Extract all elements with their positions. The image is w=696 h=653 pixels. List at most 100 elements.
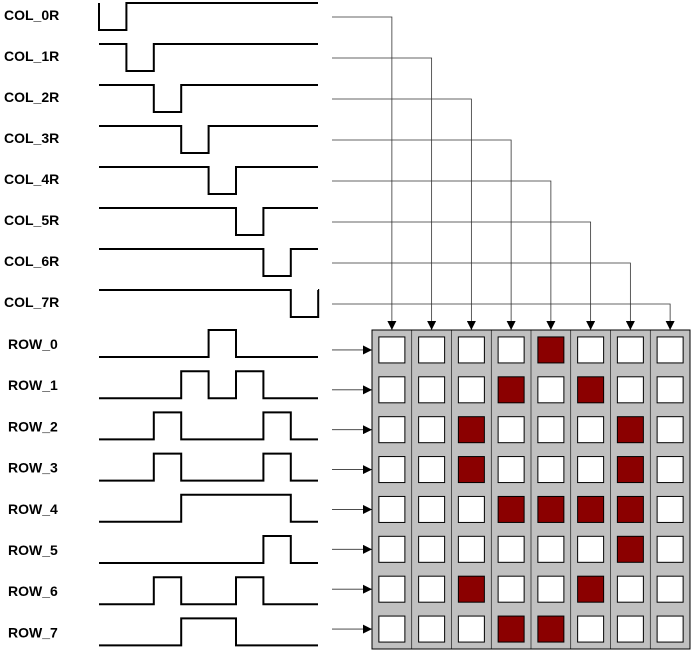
- column-connector-arrow: [332, 303, 675, 330]
- row-waveform: [99, 329, 318, 358]
- column-waveform: [99, 125, 318, 154]
- column-waveform: [99, 289, 320, 318]
- led-off: [378, 456, 406, 484]
- row-waveform: [99, 493, 318, 523]
- column-waveform: [99, 84, 318, 113]
- led-on: [577, 495, 605, 523]
- led-off: [418, 615, 446, 643]
- led-off: [378, 575, 406, 603]
- led-off: [418, 495, 446, 523]
- led-off: [577, 535, 605, 563]
- led-off: [418, 456, 446, 484]
- led-on: [497, 376, 525, 404]
- signal-labels: COL_0R COL_1R COL_2R COL_3R COL_4R COL_5R COL_…: [4, 7, 59, 640]
- column-connector-arrow: [332, 16, 397, 330]
- led-off: [418, 336, 446, 364]
- led-on: [616, 456, 644, 484]
- led-off: [577, 416, 605, 444]
- led-off: [616, 575, 644, 603]
- column-waveform: [98, 2, 318, 31]
- led-off: [378, 336, 406, 364]
- led-off: [418, 376, 446, 404]
- column-connector-arrow: [332, 262, 635, 330]
- row-waveform: [99, 452, 318, 482]
- row-signal-label: ROW_4: [8, 501, 58, 517]
- column-signal-label: COL_4R: [4, 171, 59, 187]
- row-signal-label: ROW_0: [8, 336, 58, 352]
- led-off: [616, 336, 644, 364]
- led-on: [616, 416, 644, 444]
- led-off: [378, 416, 406, 444]
- row-waveform: [99, 576, 318, 606]
- led-off: [457, 615, 485, 643]
- led-matrix: [371, 329, 691, 650]
- led-on: [537, 615, 565, 643]
- row-signal-label: ROW_1: [8, 377, 58, 393]
- column-signal-label: COL_1R: [4, 48, 59, 64]
- column-signal-label: COL_7R: [4, 294, 59, 310]
- column-waveform: [99, 248, 318, 277]
- row-waveform: [99, 617, 318, 647]
- led-off: [656, 575, 684, 603]
- led-off: [497, 575, 525, 603]
- row-signal-label: ROW_6: [8, 583, 58, 599]
- led-on: [616, 495, 644, 523]
- led-off: [537, 416, 565, 444]
- row-waveform: [99, 535, 318, 564]
- column-connector-arrow: [332, 139, 516, 330]
- led-off: [378, 535, 406, 563]
- led-off: [497, 456, 525, 484]
- led-off: [497, 416, 525, 444]
- led-off: [378, 376, 406, 404]
- led-off: [457, 376, 485, 404]
- led-off: [537, 456, 565, 484]
- led-off: [418, 535, 446, 563]
- row-signal-label: ROW_2: [8, 418, 58, 434]
- led-on: [577, 575, 605, 603]
- column-signal-label: COL_6R: [4, 253, 59, 269]
- led-off: [457, 535, 485, 563]
- column-connector-arrow: [332, 57, 437, 330]
- column-waveform: [99, 166, 318, 195]
- led-on: [457, 575, 485, 603]
- led-on: [497, 495, 525, 523]
- row-waveform: [99, 411, 318, 441]
- led-off: [577, 615, 605, 643]
- led-off: [656, 456, 684, 484]
- column-signal-label: COL_3R: [4, 130, 59, 146]
- row-signal-label: ROW_5: [8, 542, 58, 558]
- led-off: [537, 376, 565, 404]
- led-off: [577, 456, 605, 484]
- column-connector-arrow: [332, 221, 596, 330]
- row-signal-label: ROW_7: [8, 624, 58, 640]
- led-off: [537, 575, 565, 603]
- waveforms: [98, 2, 320, 647]
- led-off: [418, 575, 446, 603]
- led-off: [616, 376, 644, 404]
- column-connector-arrow: [332, 180, 556, 330]
- led-off: [457, 495, 485, 523]
- led-off: [497, 535, 525, 563]
- row-waveform: [99, 370, 318, 400]
- led-off: [656, 416, 684, 444]
- led-off: [537, 535, 565, 563]
- led-off: [656, 615, 684, 643]
- row-signal-label: ROW_3: [8, 460, 58, 476]
- led-off: [457, 336, 485, 364]
- led-off: [418, 416, 446, 444]
- led-on: [457, 456, 485, 484]
- column-signal-label: COL_0R: [4, 7, 59, 23]
- led-off: [378, 495, 406, 523]
- led-on: [497, 615, 525, 643]
- column-connector-arrow: [332, 98, 476, 330]
- connection-lines: [332, 16, 675, 634]
- led-off: [497, 336, 525, 364]
- column-waveform: [99, 43, 318, 72]
- column-signal-label: COL_5R: [4, 212, 59, 228]
- led-off: [378, 615, 406, 643]
- led-off: [656, 336, 684, 364]
- led-off: [577, 336, 605, 364]
- led-on: [537, 336, 565, 364]
- led-on: [616, 535, 644, 563]
